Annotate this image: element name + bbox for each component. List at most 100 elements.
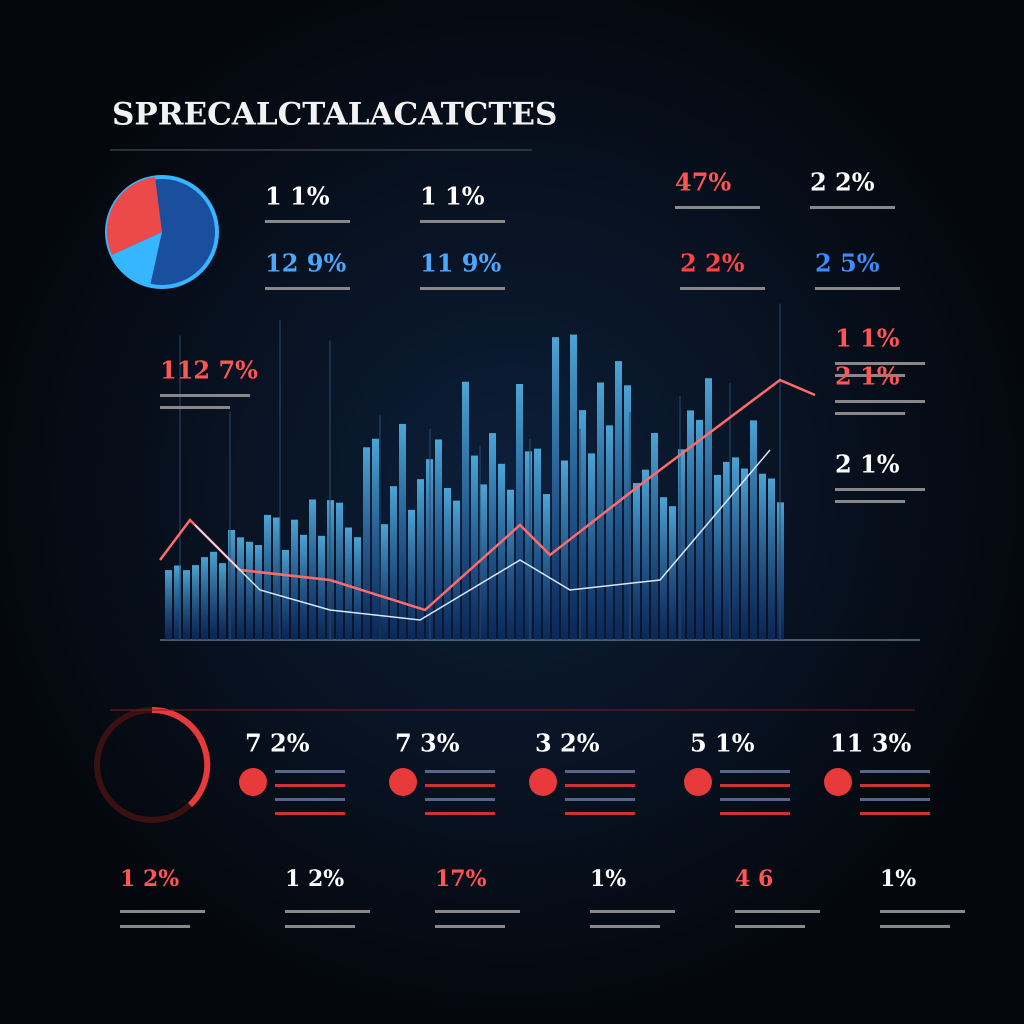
decor-bar <box>606 425 613 640</box>
decor-bar <box>237 537 244 640</box>
decor-bar <box>651 432 658 640</box>
decor-bar <box>642 469 649 640</box>
decor-bar <box>309 499 316 640</box>
stat-caption <box>275 770 345 773</box>
stat-caption <box>285 910 370 913</box>
stat-value: 1 1% <box>265 182 330 211</box>
stat-value: 2 5% <box>815 249 880 278</box>
decor-bar <box>291 519 298 640</box>
decor-bar <box>516 384 523 640</box>
stat-caption <box>720 784 790 787</box>
decor-bar <box>165 570 172 640</box>
decor-bar <box>444 488 451 640</box>
stat-value: 112 7% <box>160 356 258 385</box>
stat-caption <box>835 412 905 415</box>
stat-caption <box>275 812 345 815</box>
stat-value: 5 1% <box>690 729 755 758</box>
stat-caption <box>285 925 355 928</box>
stat-caption <box>720 770 790 773</box>
decor-bar <box>489 433 496 640</box>
decor-bar <box>732 457 739 640</box>
decor-bar <box>633 483 640 640</box>
decor-bar <box>453 500 460 640</box>
stat-icon <box>239 768 267 796</box>
stat-caption <box>810 206 895 209</box>
stat-caption <box>160 406 230 409</box>
stat-caption <box>675 206 760 209</box>
stat-caption <box>590 910 675 913</box>
decor-bar <box>273 517 280 640</box>
decor-bar <box>588 453 595 640</box>
stat-value: 1% <box>880 866 916 892</box>
stat-caption <box>435 910 520 913</box>
decor-bar <box>597 382 604 640</box>
stat-caption <box>835 500 905 503</box>
stat-caption <box>860 784 930 787</box>
decor-trend <box>194 449 771 621</box>
stat-caption <box>265 287 350 290</box>
stat-icon <box>684 768 712 796</box>
decor-bar <box>363 447 370 640</box>
decor-bar <box>210 551 217 640</box>
stat-caption <box>880 910 965 913</box>
stat-caption <box>565 784 635 787</box>
stat-caption <box>425 798 495 801</box>
decor-bar <box>579 410 586 640</box>
stat-value: 2 2% <box>810 168 875 197</box>
decor-bar <box>714 474 721 640</box>
decor-bar <box>552 337 559 640</box>
decor-bar <box>417 479 424 640</box>
decor-bar <box>174 565 181 640</box>
stat-caption <box>835 400 925 403</box>
stat-caption <box>275 784 345 787</box>
stat-caption <box>565 798 635 801</box>
stat-caption <box>835 488 925 491</box>
stat-caption <box>420 220 505 223</box>
decor-bar <box>660 497 667 640</box>
decor-bar <box>759 473 766 640</box>
decor-bar <box>264 514 271 640</box>
decor-bar <box>678 449 685 640</box>
stat-caption <box>735 910 820 913</box>
decor-bar <box>534 448 541 640</box>
decor-bar <box>480 484 487 640</box>
decor-bar <box>390 486 397 640</box>
decor-bar <box>723 461 730 640</box>
stat-caption <box>815 287 900 290</box>
decor-bar <box>201 557 208 640</box>
stat-caption <box>435 925 505 928</box>
stat-value: 47% <box>675 168 731 197</box>
decor-bar <box>741 468 748 640</box>
decor-bar <box>750 420 757 640</box>
stat-value: 1 1% <box>420 182 485 211</box>
decor-bar <box>300 534 307 640</box>
stat-value: 2 1% <box>835 450 900 479</box>
main-chart <box>110 303 920 711</box>
stat-caption <box>590 925 660 928</box>
decor-bar <box>462 381 469 640</box>
decor-bar <box>498 463 505 640</box>
decor-bar <box>399 423 406 640</box>
decor-bar <box>687 410 694 640</box>
stat-caption <box>720 812 790 815</box>
stat-value: 3 2% <box>535 729 600 758</box>
stat-caption <box>860 812 930 815</box>
stat-caption <box>565 770 635 773</box>
decor-bar <box>381 524 388 640</box>
stat-value: 11 9% <box>420 249 501 278</box>
decor-bar <box>282 549 289 640</box>
stat-caption <box>860 770 930 773</box>
decor-bar <box>345 527 352 640</box>
decor-bar <box>624 385 631 640</box>
stat-value: 1 2% <box>285 866 344 892</box>
stat-value: 4 6 <box>735 866 773 892</box>
decor-bar <box>561 460 568 640</box>
stat-caption <box>425 770 495 773</box>
decor-bar <box>183 570 190 640</box>
stat-icon <box>529 768 557 796</box>
decor-bar <box>570 334 577 640</box>
stat-value: 11 3% <box>830 729 911 758</box>
decor-bar <box>669 506 676 640</box>
stat-caption <box>835 362 925 365</box>
stat-value: 1 1% <box>835 324 900 353</box>
